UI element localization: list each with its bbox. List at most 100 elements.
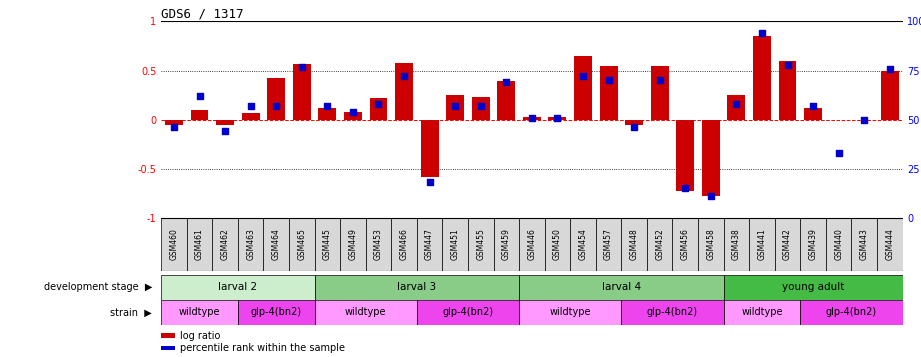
Bar [421, 120, 438, 176]
Text: percentile rank within the sample: percentile rank within the sample [180, 343, 344, 353]
Point [576, 74, 590, 79]
Point [371, 101, 386, 107]
Text: GSM458: GSM458 [706, 229, 716, 260]
Point [704, 193, 718, 199]
Bar [676, 120, 694, 191]
Bar [600, 66, 617, 120]
Bar [724, 218, 749, 271]
Bar [625, 120, 643, 125]
Point [832, 150, 846, 156]
Bar [651, 66, 669, 120]
Bar [391, 218, 417, 271]
Bar [417, 218, 442, 271]
Text: GSM440: GSM440 [834, 228, 843, 261]
Bar [523, 117, 541, 120]
Text: GSM439: GSM439 [809, 228, 818, 261]
Text: wildtype: wildtype [741, 307, 783, 317]
Bar [728, 95, 745, 120]
Bar [315, 275, 519, 300]
Point [448, 103, 462, 109]
Bar [775, 218, 800, 271]
Bar [519, 300, 622, 325]
Text: development stage  ▶: development stage ▶ [43, 282, 152, 292]
Bar [161, 275, 315, 300]
Point [243, 103, 258, 109]
Text: GSM461: GSM461 [195, 229, 204, 260]
Bar [238, 218, 263, 271]
Point [269, 103, 284, 109]
Bar [826, 218, 851, 271]
Point [473, 103, 488, 109]
Point [806, 103, 821, 109]
Text: GSM442: GSM442 [783, 229, 792, 260]
Bar [366, 218, 391, 271]
Bar [315, 218, 340, 271]
Bar [877, 218, 903, 271]
Text: GSM444: GSM444 [885, 228, 894, 261]
Text: log ratio: log ratio [180, 331, 220, 341]
Bar [213, 218, 238, 271]
Text: GSM447: GSM447 [426, 228, 434, 261]
Bar [800, 300, 903, 325]
Bar [851, 218, 877, 271]
Bar [702, 120, 720, 196]
Bar [191, 110, 208, 120]
Point [422, 180, 437, 185]
Text: GSM466: GSM466 [400, 228, 409, 261]
Bar [161, 218, 187, 271]
Bar [161, 333, 174, 338]
Point [627, 125, 642, 130]
Bar [804, 108, 822, 120]
Bar [497, 81, 515, 120]
Text: GSM445: GSM445 [323, 228, 332, 261]
Bar [519, 218, 544, 271]
Bar [544, 218, 570, 271]
Text: GSM454: GSM454 [578, 228, 588, 261]
Bar [596, 218, 622, 271]
Text: GSM464: GSM464 [272, 228, 281, 261]
Text: glp-4(bn2): glp-4(bn2) [251, 307, 302, 317]
Text: GSM456: GSM456 [681, 228, 690, 261]
Point [217, 129, 232, 134]
Bar [724, 300, 800, 325]
Bar [267, 78, 286, 120]
Point [295, 64, 309, 69]
Text: glp-4(bn2): glp-4(bn2) [647, 307, 698, 317]
Text: GSM462: GSM462 [221, 229, 229, 260]
Text: GDS6 / 1317: GDS6 / 1317 [161, 7, 244, 20]
Bar [622, 300, 724, 325]
Point [320, 103, 334, 109]
Text: GSM451: GSM451 [450, 229, 460, 260]
Bar [340, 218, 366, 271]
Point [192, 93, 207, 99]
Text: larval 3: larval 3 [397, 282, 437, 292]
Bar [289, 218, 315, 271]
Bar [369, 98, 388, 120]
Bar [263, 218, 289, 271]
Bar [187, 218, 213, 271]
Text: glp-4(bn2): glp-4(bn2) [826, 307, 877, 317]
Bar [519, 275, 724, 300]
Text: wildtype: wildtype [550, 307, 591, 317]
Bar [315, 300, 417, 325]
Text: wildtype: wildtype [179, 307, 220, 317]
Bar [241, 113, 260, 120]
Text: GSM446: GSM446 [528, 228, 536, 261]
Point [857, 117, 871, 122]
Text: GSM443: GSM443 [859, 228, 869, 261]
Bar [574, 56, 592, 120]
Text: strain  ▶: strain ▶ [111, 307, 152, 317]
Text: GSM460: GSM460 [169, 228, 179, 261]
Point [345, 109, 360, 115]
Bar [749, 218, 775, 271]
Text: young adult: young adult [782, 282, 845, 292]
Point [729, 101, 744, 107]
Bar [447, 95, 464, 120]
Bar [647, 218, 672, 271]
Text: GSM448: GSM448 [630, 229, 638, 260]
Bar [161, 300, 238, 325]
Bar [344, 112, 362, 120]
Bar [622, 218, 647, 271]
Bar [442, 218, 468, 271]
Bar [880, 70, 899, 120]
